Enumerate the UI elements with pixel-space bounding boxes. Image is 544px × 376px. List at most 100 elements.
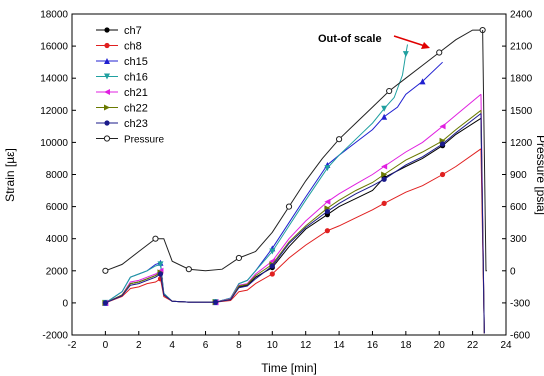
legend-marker	[104, 58, 110, 64]
series-ch16	[102, 44, 409, 306]
x-axis-ticks: -2 0 2 4 6 8 10 12 14 16 18 20 22 24	[68, 331, 512, 351]
y-tick-label: -2000	[42, 331, 68, 342]
series-line	[105, 148, 482, 304]
annotation-arrowhead	[421, 42, 430, 49]
x-tick-label: 2	[136, 340, 142, 351]
data-point	[381, 176, 387, 182]
legend-entry-ch21: ch21	[96, 87, 148, 99]
data-point	[381, 200, 387, 206]
x-tick-label: 14	[334, 340, 346, 351]
legend: ch7 ch8 ch15 ch16 ch21 ch22 ch23 Pressure	[96, 25, 164, 146]
data-point	[102, 267, 109, 274]
annotation-arrow	[393, 35, 429, 48]
legend-entry-ch16: ch16	[96, 72, 148, 84]
x-axis-title: Time [min]	[261, 361, 317, 375]
y2-tick-label: 2400	[510, 10, 533, 21]
x-tick-label: 10	[267, 340, 279, 351]
data-point	[269, 263, 275, 269]
legend-label: ch8	[124, 41, 142, 53]
x-tick-label: 16	[367, 340, 379, 351]
data-point	[381, 171, 388, 178]
legend-label: Pressure	[124, 135, 164, 146]
x-tick-label: 18	[400, 340, 412, 351]
annotation-text: Out-of scale	[318, 33, 382, 45]
data-point	[436, 49, 443, 56]
series-ch8	[102, 148, 485, 334]
y-tick-label: 2000	[46, 266, 69, 277]
out-of-scale-annotation: Out-of scale	[318, 33, 430, 49]
data-point	[386, 87, 393, 95]
y-tick-label: 4000	[46, 234, 69, 245]
series-line	[105, 44, 408, 304]
legend-marker	[104, 120, 110, 126]
y2-axis-ticks: -600 -300 0 300 600 900 1200 1500 1800 2100 2400	[502, 10, 533, 342]
x-tick-label: 24	[500, 340, 512, 351]
y-axis-title: Strain [µε]	[3, 148, 17, 202]
legend-label: ch22	[124, 103, 148, 115]
data-point	[419, 78, 426, 85]
x-tick-label: 4	[169, 340, 175, 351]
y2-tick-label: 1500	[510, 106, 533, 117]
series-pressure	[102, 26, 487, 274]
y2-tick-label: 1200	[510, 138, 533, 149]
series-ch7	[102, 117, 485, 334]
pressure-release-line	[482, 30, 487, 272]
legend-entry-pressure: Pressure	[96, 135, 164, 146]
legend-marker	[104, 42, 110, 49]
y-tick-label: 8000	[46, 170, 69, 181]
data-point	[381, 105, 388, 112]
legend-entry-ch8: ch8	[96, 41, 142, 53]
y-tick-label: 14000	[40, 74, 68, 85]
y2-tick-label: 600	[510, 202, 527, 213]
data-point	[439, 141, 446, 147]
y2-tick-label: 1800	[510, 74, 533, 85]
y-tick-label: 0	[62, 298, 68, 309]
y-tick-label: 10000	[40, 138, 68, 149]
y2-tick-label: 900	[510, 170, 527, 181]
data-point	[152, 235, 159, 242]
series-ch23	[102, 113, 485, 334]
strain-release-line	[480, 113, 485, 334]
series-layer	[102, 26, 487, 334]
legend-entry-ch7: ch7	[96, 25, 142, 37]
data-point	[185, 266, 192, 273]
data-point	[285, 203, 293, 210]
legend-label: ch16	[124, 72, 148, 84]
data-point	[269, 248, 276, 255]
legend-entry-ch15: ch15	[96, 56, 148, 68]
y2-axis-title: Pressure [psia]	[534, 135, 544, 215]
data-point	[157, 261, 164, 268]
legend-marker	[103, 135, 111, 142]
y2-tick-label: 2100	[510, 42, 533, 53]
data-point	[381, 113, 388, 120]
x-tick-label: 20	[434, 340, 446, 351]
series-ch21	[102, 93, 485, 334]
y-tick-label: 12000	[40, 106, 68, 117]
legend-marker	[104, 27, 110, 33]
legend-entry-ch23: ch23	[96, 118, 148, 130]
x-tick-label: 12	[300, 340, 312, 351]
x-tick-label: -2	[68, 340, 77, 351]
x-tick-label: 6	[203, 340, 209, 351]
series-line	[105, 109, 482, 304]
legend-marker	[104, 104, 110, 111]
data-point	[102, 300, 108, 306]
legend-marker	[104, 73, 110, 80]
legend-marker	[104, 89, 110, 95]
legend-label: ch7	[124, 25, 142, 37]
x-tick-label: 8	[236, 340, 242, 351]
data-point	[439, 123, 446, 130]
data-point	[324, 228, 330, 234]
legend-entry-ch22: ch22	[96, 103, 148, 115]
data-point	[324, 198, 331, 205]
y2-tick-label: -300	[510, 298, 530, 309]
data-point	[212, 299, 219, 305]
series-line	[105, 93, 482, 304]
y2-tick-label: 0	[510, 266, 516, 277]
y2-tick-label: 300	[510, 234, 527, 245]
data-point	[324, 208, 330, 215]
legend-label: ch15	[124, 56, 148, 68]
x-tick-label: 0	[103, 340, 109, 351]
series-line	[105, 113, 482, 304]
